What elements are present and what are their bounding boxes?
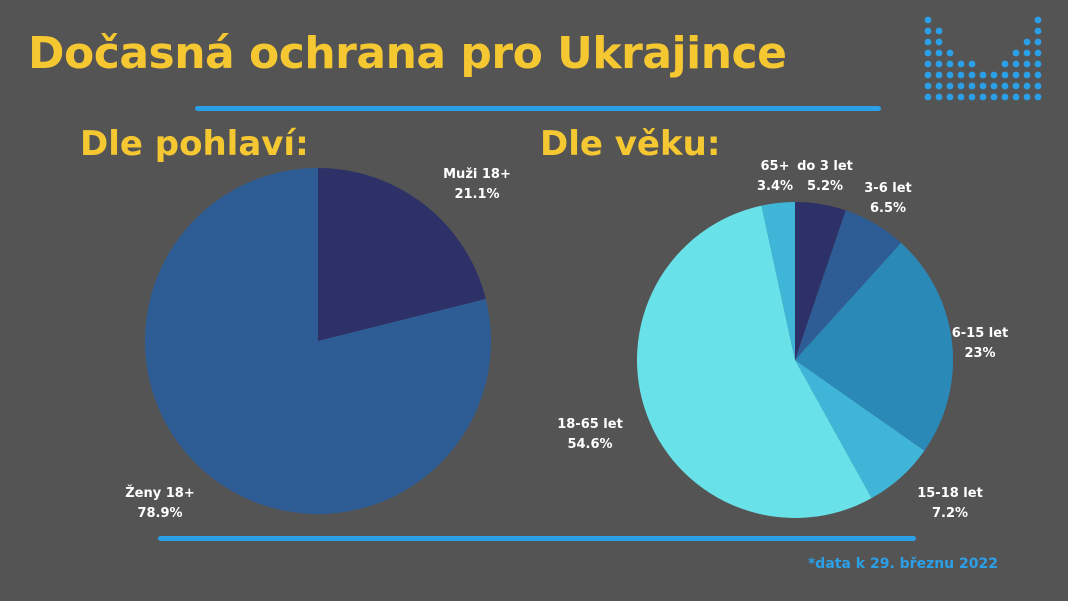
chart-1-slice-0-value: 5.2% bbox=[807, 179, 843, 194]
chart-0-slice-1 bbox=[144, 168, 492, 514]
chart-0-slice-1-value: 78.9% bbox=[137, 506, 182, 521]
chart-1-slice-3-label: 15-18 let bbox=[917, 486, 983, 501]
chart-1-slice-2-label: 6-15 let bbox=[952, 326, 1009, 341]
chart-1-slice-3-value: 7.2% bbox=[932, 506, 968, 521]
chart-1-slice-5 bbox=[761, 202, 795, 360]
chart-1-slice-0 bbox=[795, 202, 846, 360]
chart-1-slice-2-value: 23% bbox=[964, 346, 995, 361]
chart-1-slice-4-label: 18-65 let bbox=[557, 417, 623, 432]
chart-0-slice-0-label: Muži 18+ bbox=[443, 167, 511, 182]
chart-1-slice-1 bbox=[795, 210, 902, 360]
chart-1-slice-1-label: 3-6 let bbox=[864, 181, 912, 196]
title-underline bbox=[195, 106, 881, 111]
page-title: Dočasná ochrana pro Ukrajince bbox=[28, 28, 787, 79]
chart-1-slice-0-label: do 3 let bbox=[797, 159, 853, 174]
chart-1-slice-5-label: 65+ bbox=[761, 159, 790, 174]
data-date-footnote: *data k 29. březnu 2022 bbox=[807, 556, 998, 572]
gender-chart-title: Dle pohlaví: bbox=[80, 124, 309, 164]
chart-1-slice-1-value: 6.5% bbox=[870, 201, 906, 216]
age-chart-title: Dle věku: bbox=[540, 124, 721, 164]
chart-1-slice-4 bbox=[637, 205, 872, 518]
equalizer-dots-logo-icon bbox=[920, 14, 1050, 113]
chart-0-slice-1-label: Ženy 18+ bbox=[125, 485, 194, 501]
chart-0-slice-0 bbox=[318, 168, 486, 341]
chart-1-slice-5-value: 3.4% bbox=[757, 179, 793, 194]
chart-1-slice-4-value: 54.6% bbox=[567, 437, 612, 452]
bottom-divider bbox=[158, 536, 916, 541]
chart-0-slice-0-value: 21.1% bbox=[454, 187, 499, 202]
chart-1-slice-3 bbox=[795, 360, 925, 499]
chart-1-slice-2 bbox=[795, 242, 953, 451]
